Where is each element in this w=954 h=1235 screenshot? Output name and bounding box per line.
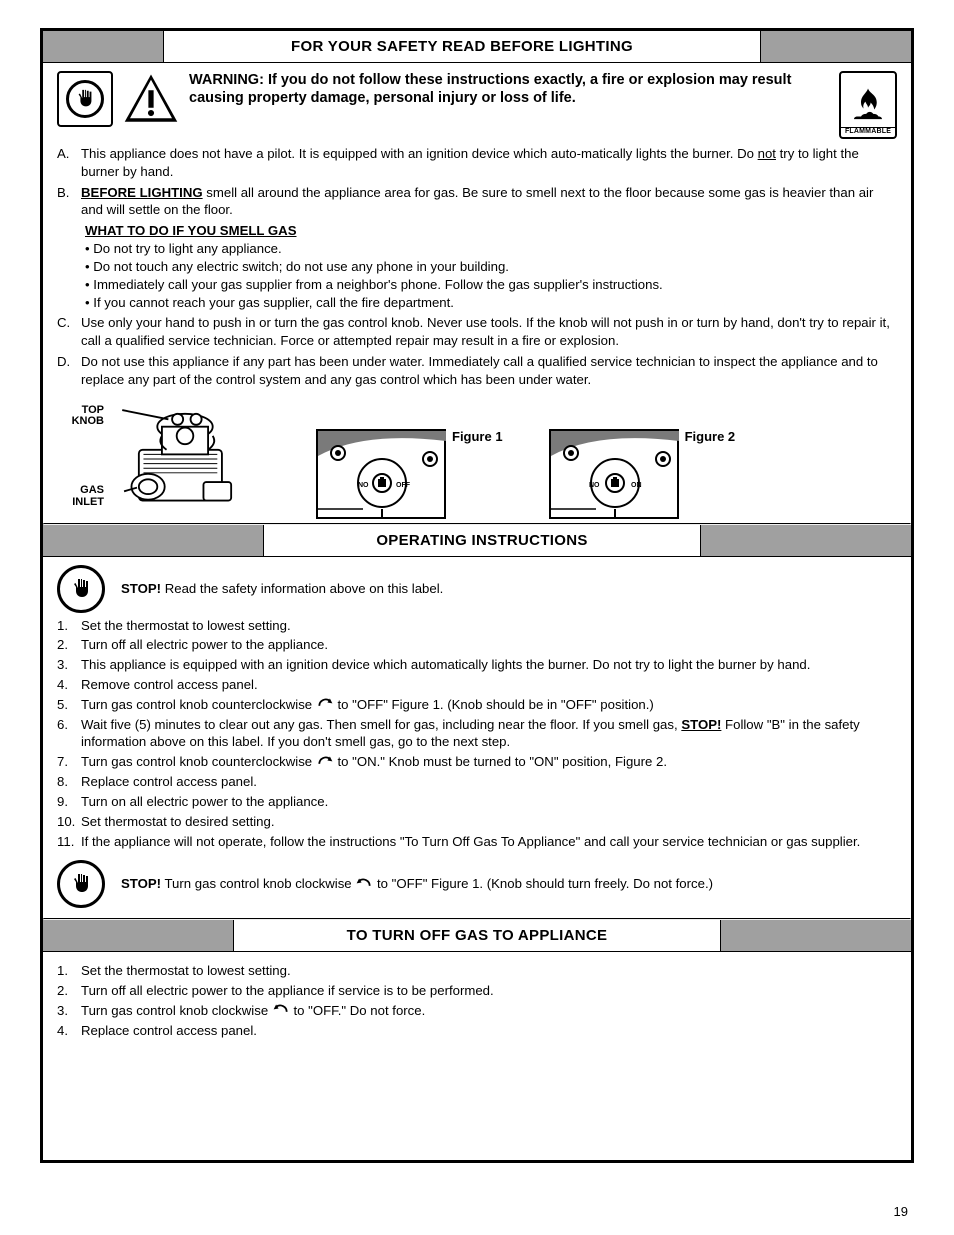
ccw-arrow-icon (316, 756, 334, 770)
grey-cap-right (761, 31, 911, 62)
warning-text: WARNING: If you do not follow these inst… (189, 71, 829, 107)
header-title-1: FOR YOUR SAFETY READ BEFORE LIGHTING (163, 31, 761, 62)
svg-text:NO: NO (358, 482, 369, 489)
warning-triangle-icon (123, 71, 179, 127)
bullet-3: • Immediately call your gas supplier fro… (85, 276, 897, 294)
turnoff-header: TO TURN OFF GAS TO APPLIANCE (43, 920, 911, 952)
what-to-do: WHAT TO DO IF YOU SMELL GAS (85, 223, 297, 238)
flammable-label: FLAMMABLE (841, 127, 895, 135)
safety-a: A. This appliance does not have a pilot.… (57, 145, 897, 389)
cw-arrow-icon (272, 1004, 290, 1018)
knob-figure-2: NO ON (549, 429, 679, 519)
gas-inlet-label: GAS INLET (49, 485, 104, 508)
stop-hand-icon-3 (57, 860, 105, 908)
top-knob-label: TOP KNOB (49, 405, 104, 428)
svg-text:ON: ON (631, 482, 642, 489)
cw-arrow-icon (355, 878, 373, 892)
bullet-1: • Do not try to light any appliance. (85, 240, 897, 258)
turnoff-block: 1.Set the thermostat to lowest setting. … (43, 952, 911, 1049)
figure-2-label: Figure 2 (685, 429, 736, 444)
warning-block: WARNING: If you do not follow these inst… (43, 63, 911, 399)
knob-figure-1: NO OFF (316, 429, 446, 519)
valve-figures: TOP KNOB GAS INLET (43, 399, 911, 523)
stop-hand-icon-2 (57, 565, 105, 613)
gas-valve-drawing (110, 399, 260, 519)
header-title-2: OPERATING INSTRUCTIONS (263, 525, 701, 556)
header-title-3: TO TURN OFF GAS TO APPLIANCE (233, 920, 721, 951)
figure-1-label: Figure 1 (452, 429, 503, 444)
safety-header: FOR YOUR SAFETY READ BEFORE LIGHTING (43, 31, 911, 63)
svg-text:OFF: OFF (396, 482, 411, 489)
warning-lead: WARNING: (189, 72, 264, 88)
ccw-arrow-icon (316, 698, 334, 712)
svg-text:NO: NO (589, 482, 600, 489)
grey-cap-left (43, 31, 163, 62)
flammable-icon: FLAMMABLE (839, 71, 897, 139)
page-number: 19 (894, 1204, 908, 1219)
bullet-2: • Do not touch any electric switch; do n… (85, 258, 897, 276)
warning-body: If you do not follow these instructions … (189, 72, 791, 106)
bullet-4: • If you cannot reach your gas supplier,… (85, 294, 897, 312)
stop-hand-icon (57, 71, 113, 127)
operating-header: OPERATING INSTRUCTIONS (43, 525, 911, 557)
operating-block: STOP! Read the safety information above … (43, 557, 911, 919)
